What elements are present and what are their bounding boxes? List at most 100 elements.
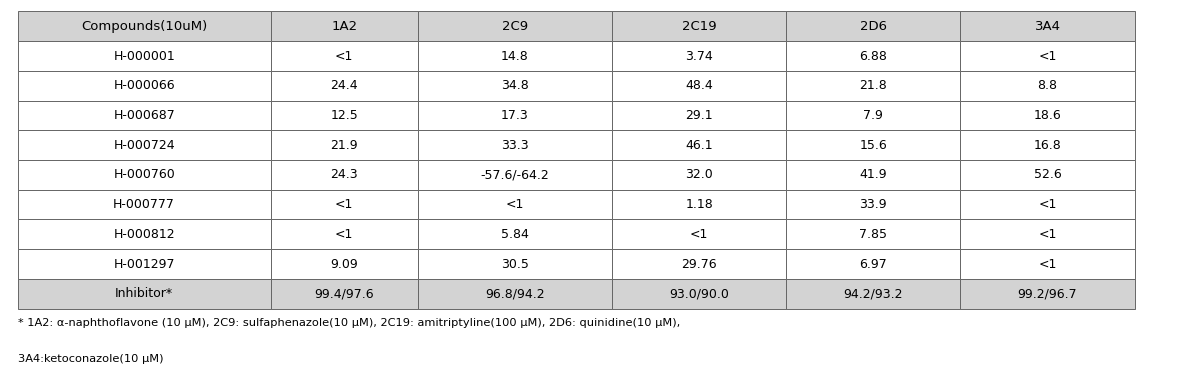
Text: 32.0: 32.0 <box>685 168 713 181</box>
Text: H-000066: H-000066 <box>113 79 175 92</box>
Text: 8.8: 8.8 <box>1038 79 1057 92</box>
Text: 3A4:ketoconazole(10 μM): 3A4:ketoconazole(10 μM) <box>18 354 164 364</box>
Bar <box>612 130 786 160</box>
Bar <box>271 41 418 71</box>
Bar <box>612 249 786 279</box>
Bar <box>418 71 612 101</box>
Bar <box>271 160 418 190</box>
Bar <box>960 279 1135 309</box>
Bar <box>271 71 418 101</box>
Text: <1: <1 <box>690 228 709 241</box>
Bar <box>271 279 418 309</box>
Bar <box>612 71 786 101</box>
Bar <box>18 11 271 41</box>
Text: 6.97: 6.97 <box>859 258 887 271</box>
Text: 2C19: 2C19 <box>681 20 717 33</box>
Text: 24.4: 24.4 <box>331 79 358 92</box>
Bar <box>418 160 612 190</box>
Text: 2D6: 2D6 <box>860 20 886 33</box>
Text: 21.9: 21.9 <box>331 139 358 152</box>
Bar <box>612 160 786 190</box>
Text: <1: <1 <box>335 50 353 62</box>
Text: 9.09: 9.09 <box>331 258 358 271</box>
Text: <1: <1 <box>1038 258 1057 271</box>
Bar <box>271 130 418 160</box>
Text: H-000724: H-000724 <box>113 139 175 152</box>
Bar <box>418 130 612 160</box>
Bar <box>18 130 271 160</box>
Bar <box>418 279 612 309</box>
Bar <box>960 41 1135 71</box>
Text: 24.3: 24.3 <box>331 168 358 181</box>
Text: 33.3: 33.3 <box>501 139 528 152</box>
Bar <box>786 190 960 219</box>
Bar <box>418 101 612 130</box>
Text: 6.88: 6.88 <box>859 50 887 62</box>
Text: H-000001: H-000001 <box>113 50 175 62</box>
Text: H-001297: H-001297 <box>113 258 175 271</box>
Bar <box>786 130 960 160</box>
Text: * 1A2: α-naphthoflavone (10 μM), 2C9: sulfaphenazole(10 μM), 2C19: amitriptyline: * 1A2: α-naphthoflavone (10 μM), 2C9: su… <box>18 317 680 328</box>
Bar <box>612 190 786 219</box>
Text: <1: <1 <box>506 198 524 211</box>
Text: 5.84: 5.84 <box>501 228 528 241</box>
Bar <box>960 190 1135 219</box>
Text: 16.8: 16.8 <box>1033 139 1062 152</box>
Bar <box>18 101 271 130</box>
Text: 93.0/90.0: 93.0/90.0 <box>670 287 729 300</box>
Text: 96.8/94.2: 96.8/94.2 <box>485 287 545 300</box>
Bar <box>271 11 418 41</box>
Text: 18.6: 18.6 <box>1033 109 1062 122</box>
Text: 94.2/93.2: 94.2/93.2 <box>844 287 903 300</box>
Bar <box>960 101 1135 130</box>
Bar <box>612 41 786 71</box>
Text: Compounds(10uM): Compounds(10uM) <box>81 20 207 33</box>
Bar <box>18 71 271 101</box>
Text: 52.6: 52.6 <box>1033 168 1062 181</box>
Bar <box>786 11 960 41</box>
Bar <box>612 219 786 249</box>
Bar <box>960 160 1135 190</box>
Text: <1: <1 <box>1038 228 1057 241</box>
Text: <1: <1 <box>1038 198 1057 211</box>
Text: 14.8: 14.8 <box>501 50 528 62</box>
Bar <box>271 249 418 279</box>
Bar <box>271 190 418 219</box>
Bar <box>418 41 612 71</box>
Text: <1: <1 <box>1038 50 1057 62</box>
Text: 2C9: 2C9 <box>501 20 528 33</box>
Text: 29.1: 29.1 <box>685 109 713 122</box>
Bar <box>786 219 960 249</box>
Text: 12.5: 12.5 <box>331 109 358 122</box>
Text: 99.4/97.6: 99.4/97.6 <box>314 287 374 300</box>
Bar <box>418 11 612 41</box>
Text: 34.8: 34.8 <box>501 79 528 92</box>
Bar <box>960 219 1135 249</box>
Bar <box>786 249 960 279</box>
Bar <box>18 279 271 309</box>
Bar <box>612 101 786 130</box>
Bar <box>786 279 960 309</box>
Text: 1A2: 1A2 <box>331 20 358 33</box>
Text: H-000777: H-000777 <box>113 198 175 211</box>
Text: 15.6: 15.6 <box>859 139 887 152</box>
Text: 7.9: 7.9 <box>864 109 883 122</box>
Bar <box>418 190 612 219</box>
Text: 30.5: 30.5 <box>501 258 528 271</box>
Text: 41.9: 41.9 <box>859 168 887 181</box>
Text: H-000760: H-000760 <box>113 168 175 181</box>
Bar <box>418 219 612 249</box>
Bar <box>960 11 1135 41</box>
Bar <box>786 71 960 101</box>
Bar <box>18 190 271 219</box>
Bar <box>786 101 960 130</box>
Text: 21.8: 21.8 <box>859 79 887 92</box>
Bar <box>18 249 271 279</box>
Text: H-000687: H-000687 <box>113 109 175 122</box>
Text: 3.74: 3.74 <box>685 50 713 62</box>
Bar <box>418 249 612 279</box>
Text: 17.3: 17.3 <box>501 109 528 122</box>
Bar <box>271 101 418 130</box>
Bar <box>960 249 1135 279</box>
Text: Inhibitor*: Inhibitor* <box>115 287 173 300</box>
